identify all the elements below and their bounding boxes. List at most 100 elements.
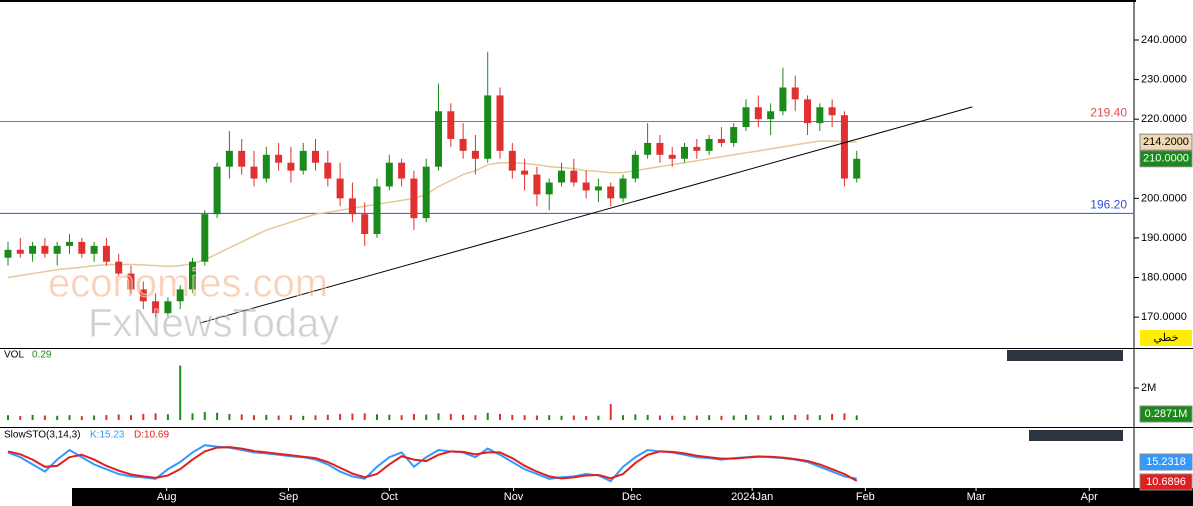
candle-body (275, 154, 283, 163)
volume-bar (720, 415, 723, 420)
stoch-k-tag: 15.2318 (1146, 456, 1186, 468)
volume-bar (683, 415, 686, 420)
candle-body (656, 142, 664, 155)
candle-body (398, 162, 406, 179)
candle-body (853, 158, 861, 179)
volume-bar (6, 415, 9, 420)
volume-bar (142, 413, 145, 420)
volume-bar (560, 415, 563, 420)
volume-bar (671, 415, 674, 420)
volume-bar (732, 415, 735, 420)
volume-bar (609, 404, 612, 420)
candle-body (705, 138, 713, 151)
candle-body (53, 245, 61, 254)
candle-body (250, 166, 258, 179)
volume-bar (179, 365, 182, 420)
candle-body (840, 115, 848, 179)
candle-body (348, 198, 356, 215)
candle-body (29, 245, 37, 254)
candle-body (238, 150, 246, 167)
volume-bar (695, 415, 698, 420)
stoch-k-header: K:15.23 (90, 430, 125, 441)
volume-bar (449, 413, 452, 420)
volume-bar (130, 415, 133, 420)
candle-body (791, 87, 799, 100)
volume-bar (388, 414, 391, 420)
candle-body (459, 138, 467, 151)
volume-bar (253, 415, 256, 420)
moving-average (7, 140, 857, 279)
candle-body (213, 166, 221, 215)
top-border (0, 0, 1136, 2)
y-tick-label: 2M (1141, 382, 1156, 394)
x-tick-label: 2024Jan (731, 491, 773, 503)
candle-body (373, 186, 381, 234)
candle-body (730, 127, 738, 143)
volume-bar (412, 413, 415, 420)
trendline (199, 106, 973, 324)
candle-body (152, 301, 160, 314)
mode-button[interactable] (1140, 330, 1192, 346)
x-tick-label: Oct (381, 491, 398, 503)
candle-body (41, 245, 49, 254)
watermark-text: FxNewsToday (88, 302, 339, 346)
volume-bar (806, 414, 809, 420)
volume-bar (634, 414, 637, 420)
candle-body (681, 146, 689, 159)
candle-body (361, 214, 369, 234)
volume-bar (474, 415, 477, 420)
stoch-d (7, 446, 858, 482)
y-tick-label: 230.0000 (1141, 73, 1187, 85)
candle-body (717, 138, 725, 143)
level-label: 219.40 (1090, 106, 1127, 120)
candle-body (804, 99, 812, 124)
volume-bar (326, 414, 329, 420)
volume-bar (203, 412, 206, 420)
candle-body (570, 170, 578, 183)
candle-body (16, 249, 24, 254)
volume-bar (240, 414, 243, 420)
x-tick-label: Dec (622, 491, 642, 503)
candle-body (816, 107, 824, 124)
candle-body (521, 170, 529, 175)
volume-bar (486, 412, 489, 420)
stoch-d-header: D:10.69 (134, 430, 169, 441)
toolbar[interactable] (1029, 430, 1123, 441)
candle-body (582, 182, 590, 191)
volume-bar (154, 413, 157, 420)
candle-body (435, 111, 443, 167)
toolbar[interactable] (1007, 350, 1123, 361)
volume-bar (572, 415, 575, 420)
candle-body (90, 245, 98, 254)
volume-bar (43, 415, 46, 420)
y-tick-label: 170.0000 (1141, 311, 1187, 323)
candle-body (607, 186, 615, 199)
stoch-title: SlowSTO(3,14,3) (4, 430, 81, 441)
candle-body (484, 95, 492, 159)
candle-body (496, 95, 504, 151)
volume-bar (425, 414, 428, 420)
candle-body (422, 166, 430, 219)
volume-bar (855, 415, 858, 420)
x-tick-label: Sep (279, 491, 299, 503)
price-tag-box (1139, 150, 1193, 168)
y-tick-label: 200.0000 (1141, 192, 1187, 204)
volume-bar (68, 415, 71, 420)
volume-bar (105, 415, 108, 420)
stoch-d-tag: 10.6896 (1146, 476, 1186, 488)
volume-bar (462, 414, 465, 420)
volume-title: VOL (4, 350, 24, 361)
candle-body (4, 249, 12, 258)
candle-body (594, 186, 602, 191)
watermark-text: economies.com (48, 262, 328, 306)
candle-body (471, 150, 479, 159)
volume-bar (794, 414, 797, 420)
volume-bar (351, 413, 354, 420)
volume-bar (302, 415, 305, 420)
candle-body (262, 154, 270, 179)
candle-body (533, 174, 541, 195)
candle-body (201, 214, 209, 262)
volume-bar (80, 416, 83, 420)
